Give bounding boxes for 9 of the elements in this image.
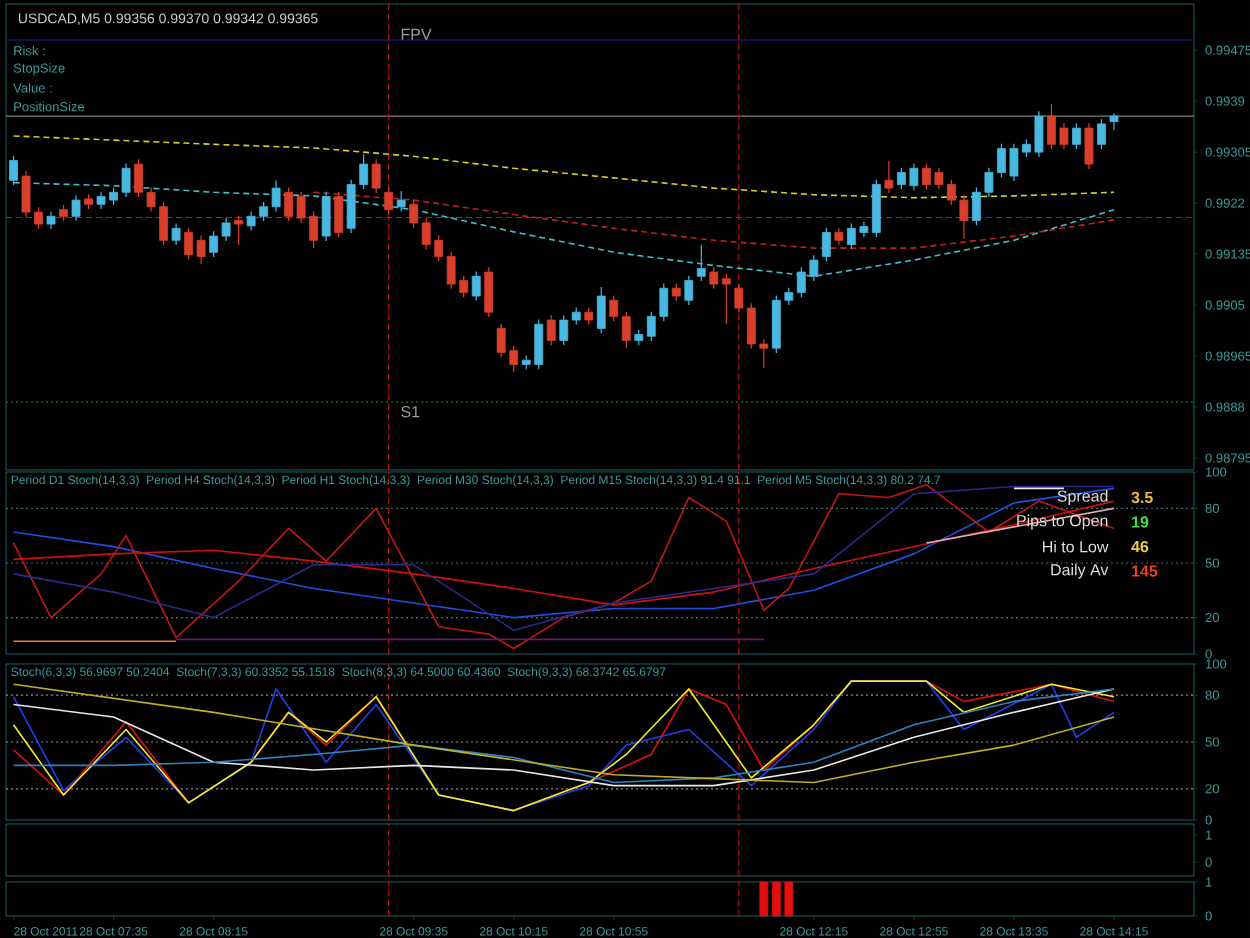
annotation: FPV — [401, 28, 432, 40]
annotation: 3.5 — [1131, 491, 1153, 504]
annotation: Daily Av — [1051, 563, 1109, 579]
annotation: 46 — [1131, 540, 1149, 553]
annotation: 19 — [1132, 516, 1149, 528]
annotation: S1 — [401, 406, 420, 418]
annotation: Spread — [1057, 489, 1108, 505]
annotation: 145 — [1132, 565, 1158, 577]
annotation: Hi to Low — [1043, 540, 1109, 553]
